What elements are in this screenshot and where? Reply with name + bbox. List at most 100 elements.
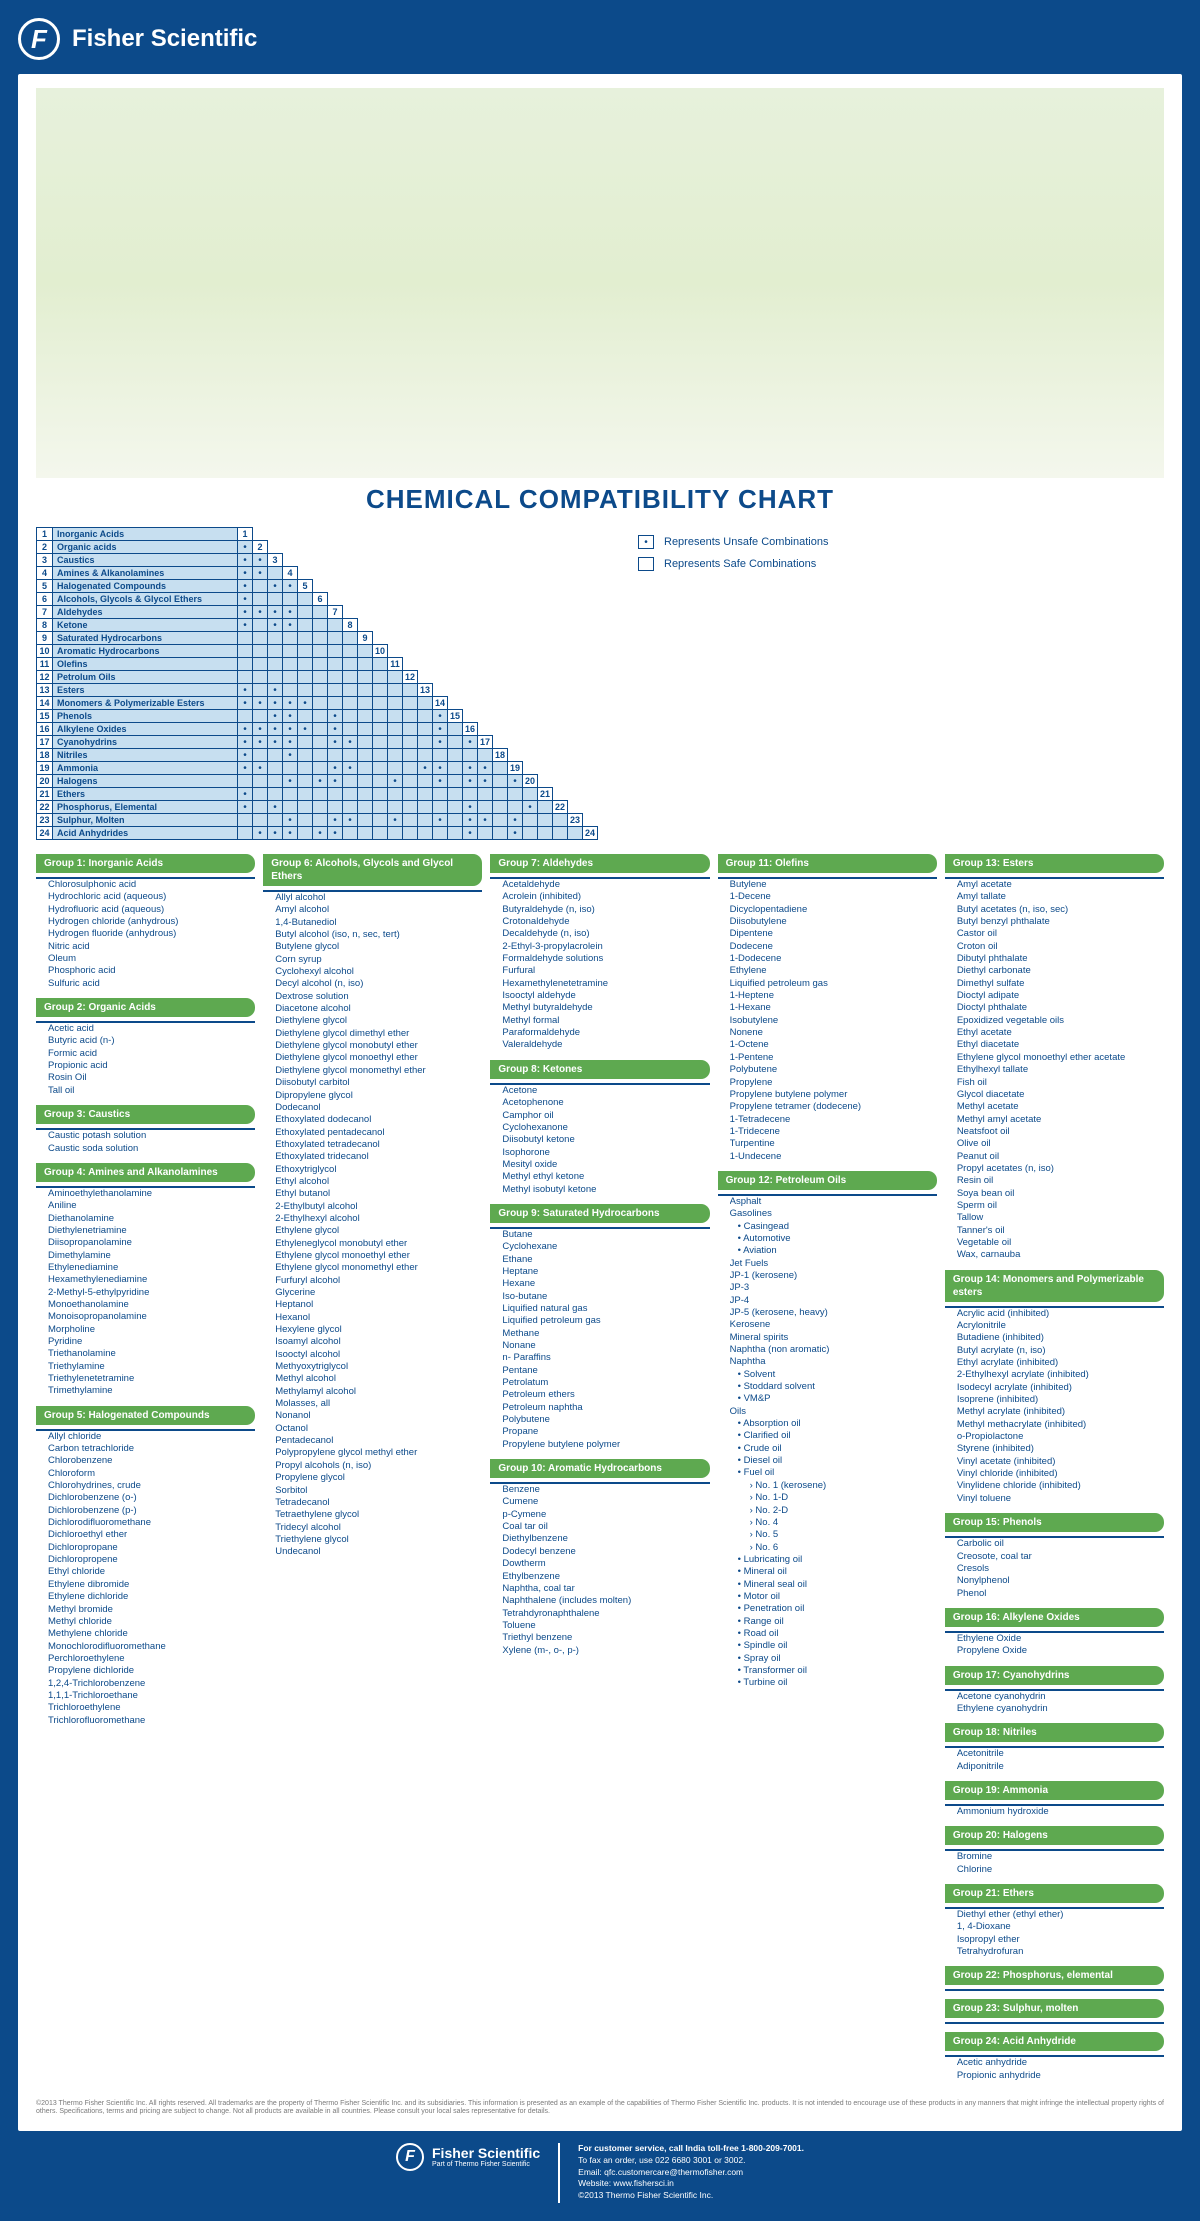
list-item: Petrolatum [502, 1377, 709, 1389]
list-item: Dimethyl sulfate [957, 978, 1164, 990]
list-item: Diethylene glycol monobutyl ether [275, 1040, 482, 1052]
list-item: Chlorine [957, 1864, 1164, 1876]
list-item: Propylene tetramer (dodecene) [730, 1101, 937, 1113]
list-item: Propyl alcohols (n, iso) [275, 1460, 482, 1472]
list-item: Propylene Oxide [957, 1645, 1164, 1657]
list-item: Ethyleneglycol monobutyl ether [275, 1238, 482, 1250]
list-item: JP-4 [730, 1295, 937, 1307]
list-item: Propylene [730, 1077, 937, 1089]
list-item: Aminoethylethanolamine [48, 1188, 255, 1200]
list-item: Cyclohexanone [502, 1122, 709, 1134]
row-label: Acid Anhydrides [53, 827, 238, 840]
group-header: Group 12: Petroleum Oils [718, 1171, 937, 1190]
list-item: Ethane [502, 1254, 709, 1266]
list-item: Trichloroethylene [48, 1702, 255, 1714]
list-item: Oleum [48, 953, 255, 965]
list-item: No. 1-D [730, 1492, 937, 1504]
list-item: Undecanol [275, 1546, 482, 1558]
list-item: Monoethanolamine [48, 1299, 255, 1311]
row-label: Halogens [53, 775, 238, 788]
list-item: Butyraldehyde (n, iso) [502, 904, 709, 916]
list-item: Dichloropropane [48, 1542, 255, 1554]
list-item: Acetic anhydride [957, 2057, 1164, 2069]
list-item: Methylene chloride [48, 1628, 255, 1640]
row-label: Halogenated Compounds [53, 580, 238, 593]
list-item: Monoisopropanolamine [48, 1311, 255, 1323]
list-item: Chlorobenzene [48, 1455, 255, 1467]
list-item: Butyl acetates (n, iso, sec) [957, 904, 1164, 916]
list-item: Ethyl acrylate (inhibited) [957, 1357, 1164, 1369]
list-item: Ethylene glycol monoethyl ether acetate [957, 1052, 1164, 1064]
list-item: Absorption oil [730, 1418, 937, 1430]
list-item: Isopropyl ether [957, 1934, 1164, 1946]
group-header: Group 3: Caustics [36, 1105, 255, 1124]
list-item: Furfuryl alcohol [275, 1275, 482, 1287]
list-item: Automotive [730, 1233, 937, 1245]
list-item: Turbine oil [730, 1677, 937, 1689]
list-item: Tetradecanol [275, 1497, 482, 1509]
header-logo: F Fisher Scientific [18, 18, 1182, 60]
list-item: Vinylidene chloride (inhibited) [957, 1480, 1164, 1492]
list-item: Ethylene cyanohydrin [957, 1703, 1164, 1715]
row-label: Sulphur, Molten [53, 814, 238, 827]
group-header: Group 19: Ammonia [945, 1781, 1164, 1800]
list-item: Liquified petroleum gas [502, 1315, 709, 1327]
list-item: Polypropylene glycol methyl ether [275, 1447, 482, 1459]
list-item: Isoamyl alcohol [275, 1336, 482, 1348]
page-footer: F Fisher Scientific Part of Thermo Fishe… [18, 2143, 1182, 2203]
list-item: Stoddard solvent [730, 1381, 937, 1393]
list-item: Iso-butane [502, 1291, 709, 1303]
list-item: Triethylenetetramine [48, 1373, 255, 1385]
list-item: Phosphoric acid [48, 965, 255, 977]
list-item: Dichlorodifluoromethane [48, 1517, 255, 1529]
list-item: 1-Hexane [730, 1002, 937, 1014]
footer-contact: For customer service, call India toll-fr… [578, 2143, 804, 2202]
group-header: Group 22: Phosphorus, elemental [945, 1966, 1164, 1985]
list-item: Dichloroethyl ether [48, 1529, 255, 1541]
list-item: Tetrahydrofuran [957, 1946, 1164, 1958]
list-item: Isobutylene [730, 1015, 937, 1027]
list-item: JP-5 (kerosene, heavy) [730, 1307, 937, 1319]
list-item: Molasses, all [275, 1398, 482, 1410]
list-item: Mineral seal oil [730, 1579, 937, 1591]
list-item: Diethylene glycol monomethyl ether [275, 1065, 482, 1077]
list-item: 1,4-Butanediol [275, 917, 482, 929]
list-item: Sorbitol [275, 1485, 482, 1497]
list-item: Ethylene [730, 965, 937, 977]
list-item: Methyl isobutyl ketone [502, 1184, 709, 1196]
group-header: Group 16: Alkylene Oxides [945, 1608, 1164, 1627]
list-item: Ammonium hydroxide [957, 1806, 1164, 1818]
row-label: Cyanohydrins [53, 736, 238, 749]
list-item: No. 4 [730, 1517, 937, 1529]
list-item: 1,2,4-Trichlorobenzene [48, 1678, 255, 1690]
list-item: Acetone [502, 1085, 709, 1097]
list-item: Monochlorodifluoromethane [48, 1641, 255, 1653]
list-item: Dicyclopentadiene [730, 904, 937, 916]
group-header: Group 24: Acid Anhydride [945, 2032, 1164, 2051]
list-item: Soya bean oil [957, 1188, 1164, 1200]
list-item: Croton oil [957, 941, 1164, 953]
list-item: Hexylene glycol [275, 1324, 482, 1336]
list-item: n- Paraffins [502, 1352, 709, 1364]
list-item: Diacetone alcohol [275, 1003, 482, 1015]
group-header: Group 11: Olefins [718, 854, 937, 873]
list-item: Dowtherm [502, 1558, 709, 1570]
list-item: Acetophenone [502, 1097, 709, 1109]
list-item: Dodecene [730, 941, 937, 953]
list-item: 2-Ethylhexyl acrylate (inhibited) [957, 1369, 1164, 1381]
list-item: 1-Tetradecene [730, 1114, 937, 1126]
legend: •Represents Unsafe Combinations Represen… [638, 535, 828, 579]
list-item: Phenol [957, 1588, 1164, 1600]
row-label: Amines & Alkanolamines [53, 567, 238, 580]
row-label: Ethers [53, 788, 238, 801]
list-item: Furfural [502, 965, 709, 977]
list-item: Solvent [730, 1369, 937, 1381]
list-item: Hexane [502, 1278, 709, 1290]
list-item: Ethylenediamine [48, 1262, 255, 1274]
list-item: Ethyl acetate [957, 1027, 1164, 1039]
row-label: Caustics [53, 554, 238, 567]
list-item: Spindle oil [730, 1640, 937, 1652]
list-item: p-Cymene [502, 1509, 709, 1521]
row-label: Petrolum Oils [53, 671, 238, 684]
list-item: Corn syrup [275, 954, 482, 966]
